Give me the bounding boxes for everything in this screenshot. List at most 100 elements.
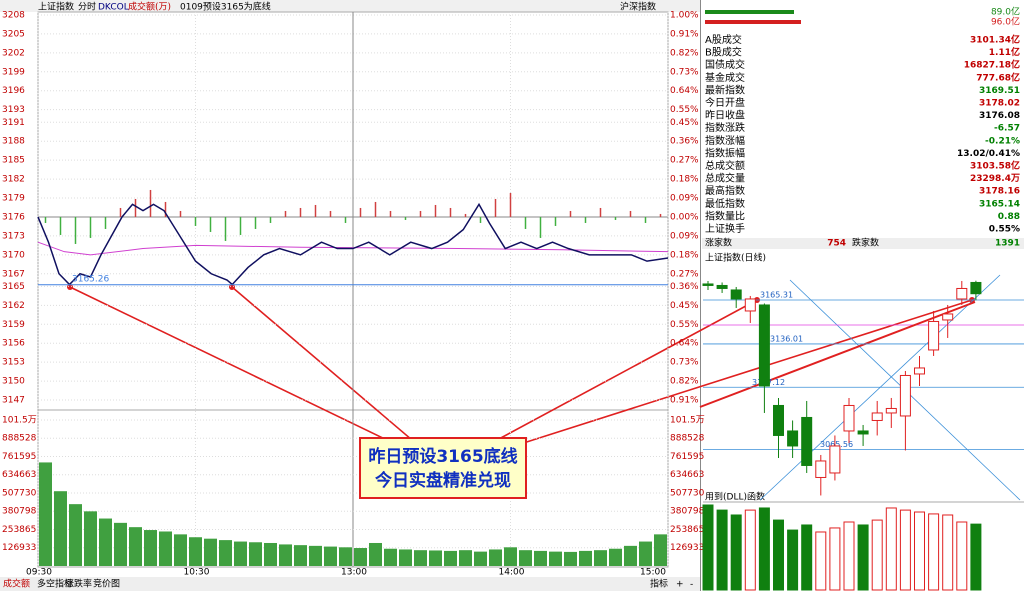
y-tick-label: 3176 — [2, 212, 25, 222]
daily-volume — [702, 504, 714, 591]
quote-value: 3103.58亿 — [970, 160, 1020, 172]
index-name: 上证指数 — [38, 1, 74, 13]
volume-bar — [309, 545, 322, 566]
pct-label: 0.91% — [670, 29, 699, 39]
daily-volume — [787, 529, 799, 591]
pct-label: 1.00% — [670, 11, 699, 21]
level-label: 3065.56 — [820, 440, 853, 449]
candle-body — [758, 304, 770, 387]
volume-bar — [369, 542, 382, 566]
volume-bar — [129, 527, 142, 566]
v-tick-label: 380798 — [2, 507, 37, 517]
daily-title: 上证指数(日线) — [705, 252, 766, 264]
daily-volume — [928, 513, 940, 591]
pct-label: 0.64% — [670, 339, 699, 349]
quote-label: 指数振幅 — [705, 146, 745, 159]
volume-bar — [159, 531, 172, 566]
y-tick-label: 3182 — [2, 175, 25, 185]
toolbar-right[interactable]: 沪深指数 — [620, 1, 656, 13]
candle-body — [942, 313, 954, 321]
quote-value: 3178.16 — [979, 187, 1020, 197]
zoom-in[interactable]: + — [676, 580, 684, 590]
low-label: 3165.26 — [72, 274, 109, 284]
volume-bar — [384, 548, 397, 566]
quote-label: 国债成交 — [705, 58, 745, 71]
pct-label: 0.09% — [670, 194, 699, 204]
pct-label: 0.45% — [670, 118, 699, 128]
daily-volume — [899, 509, 911, 591]
pct-label: 0.82% — [670, 377, 699, 387]
quote-label: 上证换手 — [705, 222, 745, 235]
quote-label: 指数量比 — [705, 209, 745, 222]
volume-label: 成交额(万) — [128, 1, 171, 13]
y-tick-label: 3170 — [2, 250, 25, 260]
summary-label: 96.0亿 — [991, 16, 1020, 28]
arrow — [444, 299, 973, 469]
volume-bar — [579, 550, 592, 566]
mode[interactable]: 分时 — [78, 1, 96, 13]
tab-bar — [0, 577, 700, 591]
pct-label: 0.00% — [670, 212, 699, 222]
pct-label: 0.73% — [670, 67, 699, 77]
v-tick-label-right: 253865 — [670, 525, 704, 535]
y-tick-label: 3202 — [2, 48, 25, 58]
breadth-down-label: 跌家数 — [852, 237, 879, 249]
y-tick-label: 3167 — [2, 269, 25, 279]
y-tick-label: 3147 — [2, 396, 25, 406]
candle-body — [928, 320, 940, 351]
y-tick-label: 3162 — [2, 301, 25, 311]
breadth-up: 754 — [827, 239, 846, 249]
volume-bar — [279, 544, 292, 566]
daily-volume — [801, 524, 813, 591]
note: 0109预设3165为底线 — [180, 1, 271, 13]
candle-body — [801, 416, 813, 466]
quote-label: A股成交 — [705, 33, 742, 46]
pct-label: 0.91% — [670, 396, 699, 406]
pct-label: 0.82% — [670, 48, 699, 58]
volume-bar — [564, 551, 577, 566]
tab[interactable]: 竞价图 — [93, 578, 120, 590]
breadth-up-label: 涨家数 — [705, 237, 732, 249]
daily-volume — [843, 521, 855, 591]
y-tick-label: 3179 — [2, 194, 25, 204]
v-tick-label-right: 634663 — [670, 470, 704, 480]
quote-value: 16827.18亿 — [964, 59, 1020, 71]
callout — [359, 437, 527, 499]
candle-body — [857, 430, 869, 435]
zoom-out[interactable]: - — [690, 580, 693, 590]
tab-right[interactable]: 指标 — [650, 578, 668, 590]
quote-label: 总成交额 — [705, 159, 745, 172]
y-tick-label: 3196 — [2, 86, 25, 96]
daily-volume — [829, 527, 841, 591]
breadth-bg — [702, 238, 1024, 249]
tab[interactable]: 涨跌率 — [65, 578, 92, 590]
v-tick-label: 253865 — [2, 525, 36, 535]
daily-indicator: 用到(DLL)函数 — [705, 491, 765, 503]
volume-bar — [354, 548, 367, 566]
quote-value: 777.68亿 — [976, 71, 1020, 83]
quote-label: 总成交量 — [705, 172, 745, 185]
candle-body — [744, 298, 756, 312]
volume-bar — [474, 551, 487, 566]
volume-bar — [504, 547, 517, 566]
volume-bar — [39, 462, 52, 566]
quote-value: 3169.51 — [979, 86, 1020, 96]
v-tick-label-right: 888528 — [670, 434, 705, 444]
volume-bar — [549, 551, 562, 566]
summary-bar — [705, 20, 801, 24]
quote-label: 基金成交 — [705, 71, 745, 84]
candle-body — [773, 404, 784, 436]
y-tick-label: 3191 — [2, 118, 25, 128]
indicator[interactable]: DKCOL — [98, 3, 129, 13]
tab[interactable]: 成交额 — [3, 578, 30, 590]
volume-bar — [249, 542, 262, 566]
v-tick-label: 888528 — [2, 434, 37, 444]
candle-body — [970, 281, 982, 295]
volume-bar — [414, 550, 427, 566]
daily-volume — [815, 531, 827, 591]
tab[interactable]: 多空指标 — [37, 578, 73, 590]
volume-bar — [594, 550, 607, 566]
volume-bar — [54, 491, 67, 566]
volume-bar — [459, 550, 472, 566]
